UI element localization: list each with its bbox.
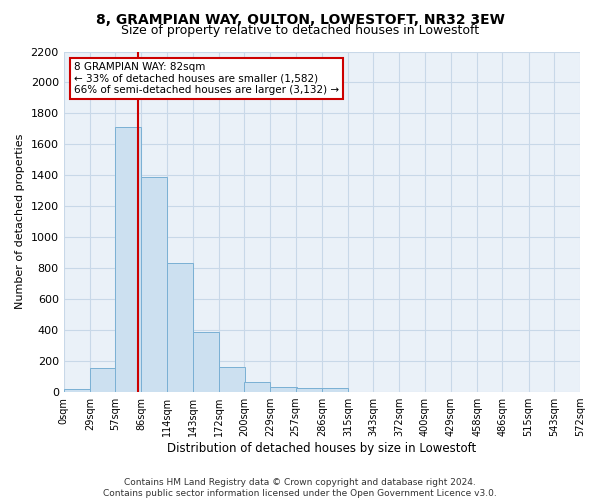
Bar [219,366,245,392]
Bar [193,332,219,392]
Bar [64,389,90,392]
Bar [296,388,322,392]
Bar [115,128,141,392]
Text: Contains HM Land Registry data © Crown copyright and database right 2024.
Contai: Contains HM Land Registry data © Crown c… [103,478,497,498]
Text: 8, GRAMPIAN WAY, OULTON, LOWESTOFT, NR32 3EW: 8, GRAMPIAN WAY, OULTON, LOWESTOFT, NR32… [95,12,505,26]
Bar [141,177,167,392]
Bar [167,263,193,392]
Bar [244,382,271,392]
X-axis label: Distribution of detached houses by size in Lowestoft: Distribution of detached houses by size … [167,442,476,455]
Text: Size of property relative to detached houses in Lowestoft: Size of property relative to detached ho… [121,24,479,37]
Bar [271,386,296,392]
Bar [322,388,348,392]
Text: 8 GRAMPIAN WAY: 82sqm
← 33% of detached houses are smaller (1,582)
66% of semi-d: 8 GRAMPIAN WAY: 82sqm ← 33% of detached … [74,62,339,95]
Bar [90,368,116,392]
Y-axis label: Number of detached properties: Number of detached properties [15,134,25,310]
